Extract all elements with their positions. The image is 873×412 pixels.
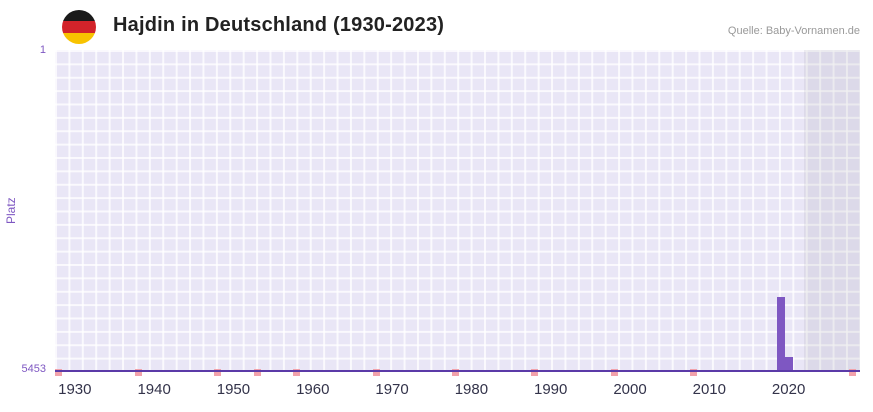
x-axis-label-1930: 1930 [58,381,92,398]
german-flag-icon [62,10,96,44]
no-rank-marker-1998 [610,369,618,376]
no-rank-marker-1953 [253,369,261,376]
x-axis-label-2020: 2020 [771,381,806,398]
x-axis-label-1960: 1960 [296,381,330,398]
x-axis-label-2000: 2000 [613,381,647,398]
y-axis-title: Platz [4,197,18,225]
x-axis-line [55,370,860,372]
x-axis: 1930 1940 1950 1960 1970 1980 1990 2000 2010 2020 [55,381,860,401]
flag-stripe-gold [62,32,96,44]
x-axis-label-1970: 1970 [375,381,409,398]
rank-bar-2019 [776,297,785,371]
x-axis-label-1990: 1990 [534,381,568,398]
plot-area [55,50,860,376]
x-axis-label-1940: 1940 [137,381,171,398]
no-rank-marker-2008 [689,369,697,376]
y-axis-tick-top: 1 [39,44,46,56]
y-axis-tick-bottom: 5453 [21,363,46,375]
flag-stripe-red [62,21,96,33]
no-rank-marker-1968 [372,369,380,376]
recent-years-highlight-band [804,50,860,371]
no-rank-marker-2028 [848,369,856,376]
x-axis-label-1980: 1980 [454,381,489,398]
x-axis-label-1950: 1950 [216,381,251,398]
no-rank-marker-1928 [55,369,63,376]
no-rank-marker-1948 [214,369,222,376]
chart-title: Hajdin in Deutschland (1930-2023) [113,14,445,36]
no-rank-marker-1958 [293,369,301,376]
no-rank-marker-1978 [452,369,460,376]
source-credit-link[interactable]: Quelle: Baby-Vornamen.de [727,25,860,37]
flag-stripe-black [62,10,96,22]
no-rank-marker-1988 [531,369,539,376]
rank-bar-2020 [784,357,793,371]
x-axis-label-2010: 2010 [692,381,726,398]
no-rank-marker-1938 [134,369,142,376]
